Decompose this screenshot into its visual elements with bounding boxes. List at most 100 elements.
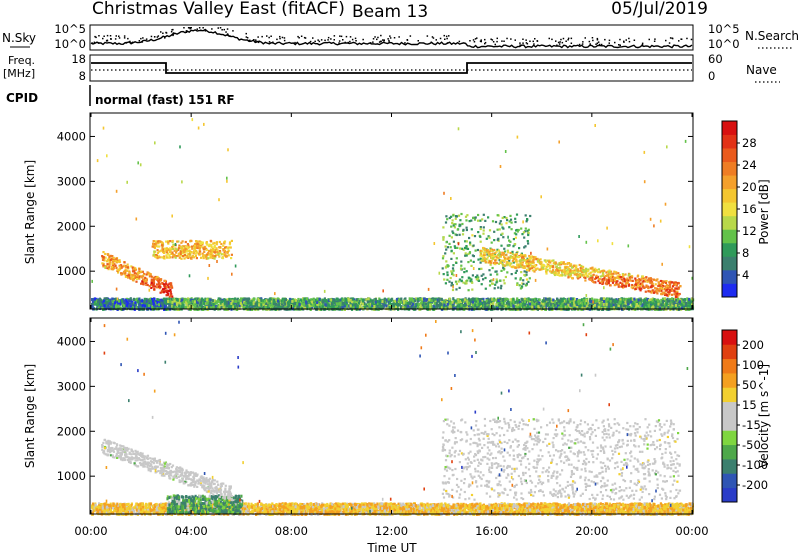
data-cell	[345, 298, 348, 302]
data-cell	[691, 302, 694, 306]
data-cell	[373, 305, 376, 308]
data-cell	[231, 299, 234, 303]
data-cell	[308, 299, 311, 303]
data-cell	[591, 297, 594, 301]
data-cell	[310, 300, 313, 304]
data-cell	[297, 297, 300, 301]
data-cell	[444, 298, 448, 302]
data-cell	[593, 302, 596, 305]
nsearch-point	[254, 41, 256, 43]
beam-label: Beam 13	[352, 2, 428, 22]
nsearch-point	[377, 36, 379, 39]
data-cell	[412, 302, 415, 306]
data-cell	[152, 283, 155, 286]
data-cell	[212, 302, 215, 306]
data-cell	[115, 266, 118, 269]
data-cell	[106, 260, 109, 263]
data-cell	[484, 300, 487, 304]
data-cell	[220, 306, 223, 310]
data-cell	[523, 306, 526, 310]
nsearch-point	[98, 35, 100, 37]
data-cell	[476, 300, 480, 304]
data-cell	[598, 301, 601, 305]
data-cell	[416, 297, 420, 301]
data-cell	[543, 306, 546, 310]
nsearch-point	[476, 37, 478, 39]
data-cell	[426, 305, 430, 309]
data-cell	[287, 301, 290, 305]
data-cell	[151, 298, 154, 301]
data-cell	[398, 303, 401, 307]
data-cell	[546, 301, 549, 305]
nsearch-point	[529, 40, 531, 42]
data-cell	[446, 306, 449, 310]
nsearch-point	[198, 27, 201, 29]
data-cell	[129, 304, 132, 308]
data-cell	[395, 297, 399, 301]
nsearch-point	[91, 42, 93, 44]
data-cell	[453, 304, 456, 308]
data-cell	[668, 301, 671, 305]
data-cell	[272, 305, 275, 309]
data-cell	[382, 301, 385, 305]
data-cell	[591, 305, 594, 308]
data-cell	[209, 250, 212, 253]
data-cell	[662, 299, 665, 303]
data-cell	[154, 278, 157, 281]
data-cell	[107, 268, 110, 271]
data-cell	[330, 298, 333, 302]
data-cell	[688, 300, 691, 304]
nsearch-point	[172, 33, 175, 35]
data-cell	[687, 304, 690, 308]
data-cell	[198, 246, 201, 249]
data-cell	[210, 303, 213, 307]
data-cell	[199, 250, 202, 253]
data-cell	[175, 249, 179, 252]
data-cell	[153, 306, 156, 310]
nsearch-point	[349, 40, 351, 43]
nsearch-point	[97, 42, 100, 44]
data-cell	[93, 297, 96, 301]
data-cell	[359, 304, 362, 308]
data-cell	[154, 255, 157, 258]
data-cell	[567, 297, 570, 301]
data-cell	[416, 299, 419, 303]
data-cell	[219, 251, 222, 254]
data-cell	[438, 306, 441, 310]
nsearch-point	[227, 34, 229, 36]
data-cell	[170, 252, 173, 255]
data-cell	[671, 303, 674, 307]
data-cell	[367, 297, 370, 301]
data-cell	[421, 299, 424, 303]
data-cell	[289, 303, 292, 307]
nsearch-point	[567, 39, 569, 41]
data-cell	[196, 301, 199, 305]
data-cell	[685, 303, 688, 307]
data-cell	[140, 276, 143, 279]
data-cell	[207, 297, 210, 301]
data-cell	[113, 259, 116, 263]
data-cell	[97, 302, 101, 306]
data-cell	[612, 306, 615, 310]
data-cell	[612, 303, 615, 307]
data-cell	[356, 301, 359, 305]
nsearch-point	[204, 30, 207, 32]
data-cell	[680, 306, 683, 310]
data-cell	[168, 295, 171, 298]
data-cell	[310, 303, 313, 307]
data-cell	[557, 299, 560, 303]
data-cell	[153, 302, 156, 306]
data-cell	[119, 302, 122, 306]
data-cell	[296, 305, 299, 309]
data-cell	[256, 299, 259, 303]
nsearch-point	[519, 42, 521, 44]
data-cell	[130, 299, 133, 303]
station-title: Christmas Valley East (fitACF)	[92, 0, 345, 19]
data-cell	[169, 288, 172, 291]
data-cell	[105, 297, 108, 301]
data-cell	[345, 304, 349, 308]
data-cell	[601, 299, 604, 303]
data-cell	[581, 302, 584, 306]
nsearch-point	[131, 41, 134, 44]
nave-tick-top: 60	[708, 52, 723, 66]
